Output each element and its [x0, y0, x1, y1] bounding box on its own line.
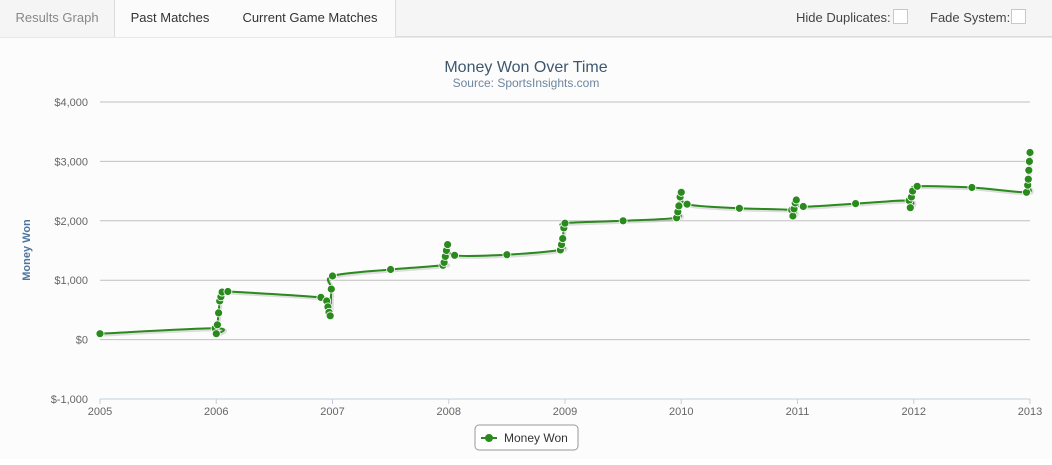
data-point	[214, 308, 224, 318]
x-tick-label: 2010	[669, 406, 693, 418]
legend[interactable]: Money Won	[474, 424, 579, 451]
hide-duplicates-label: Hide Duplicates:	[796, 10, 891, 25]
y-tick-label: $4,000	[54, 97, 88, 109]
data-point	[676, 187, 686, 197]
money-won-chart: $-1,000$0$1,000$2,000$3,000$4,000 2005 20…	[21, 59, 1042, 451]
x-tick-label: 2008	[437, 406, 461, 418]
data-point	[851, 199, 860, 209]
data-point	[674, 201, 684, 211]
data-point	[325, 311, 335, 321]
data-point	[450, 250, 460, 260]
tab-results-graph[interactable]: Results Graph	[0, 0, 114, 37]
data-point	[1025, 148, 1035, 157]
data-point	[791, 195, 801, 205]
y-axis-label: Money Won	[21, 219, 33, 281]
data-point	[905, 203, 915, 213]
y-tick-label: $1,000	[54, 275, 88, 287]
series-markers	[95, 148, 1035, 339]
data-point	[326, 284, 336, 294]
x-tick-label: 2007	[320, 406, 344, 418]
data-point	[967, 183, 977, 192]
hide-duplicates-checkbox[interactable]	[893, 9, 908, 24]
x-tick-label: 2009	[553, 406, 577, 418]
data-point	[443, 240, 453, 250]
chart-container: $-1,000 $0 $1,000 $2,000 $3,000 $4,000 2005 20…	[0, 37, 1052, 459]
tab-bar: Results Graph Past Matches Current Game …	[0, 0, 1052, 37]
data-point	[788, 211, 798, 221]
data-point	[912, 181, 922, 191]
data-point	[211, 329, 221, 339]
x-tick-label: 2011	[786, 406, 810, 418]
y-tick-label: $-1,000	[51, 394, 88, 406]
data-point	[735, 203, 744, 213]
x-tick-label: 2012	[902, 406, 926, 418]
data-point	[560, 218, 570, 228]
x-tick-label: 2006	[204, 406, 228, 418]
data-point	[1022, 187, 1031, 197]
x-tick-label: 2013	[1018, 406, 1042, 418]
x-axis-ticks: 2005 2006 2007 2008 2009 2010 2011 2012 2013	[88, 399, 1042, 418]
data-point	[1024, 165, 1034, 175]
tab-past-matches[interactable]: Past Matches	[114, 0, 226, 37]
x-tick-label: 2005	[88, 406, 112, 418]
legend-item-money-won[interactable]: Money Won	[504, 431, 568, 445]
data-point	[502, 250, 512, 260]
data-point	[386, 265, 396, 274]
y-tick-label: $2,000	[54, 216, 88, 228]
legend-box	[474, 424, 579, 451]
series-line-money-won	[99, 152, 1034, 337]
data-point	[1023, 174, 1033, 184]
data-point	[223, 287, 233, 296]
fade-system-checkbox[interactable]	[1011, 9, 1026, 24]
chart-title: Money Won Over Time	[444, 59, 607, 76]
y-axis-ticks: $-1,000 $0 $1,000 $2,000 $3,000 $4,000	[51, 97, 88, 406]
data-point	[682, 199, 692, 209]
y-tick-label: $0	[76, 335, 88, 347]
data-point	[95, 329, 105, 339]
series-line-shadow	[100, 153, 1034, 337]
data-point	[558, 234, 568, 244]
y-tick-label: $3,000	[54, 156, 88, 168]
tab-current-game-matches[interactable]: Current Game Matches	[225, 0, 396, 37]
chart-subtitle: Source: SportsInsights.com	[453, 76, 600, 90]
legend-marker-swatch	[485, 434, 493, 442]
data-point	[328, 271, 337, 281]
data-point	[212, 320, 222, 330]
data-point	[798, 202, 808, 211]
data-point	[618, 216, 628, 226]
data-point	[1025, 157, 1034, 166]
fade-system-label: Fade System:	[930, 10, 1011, 25]
